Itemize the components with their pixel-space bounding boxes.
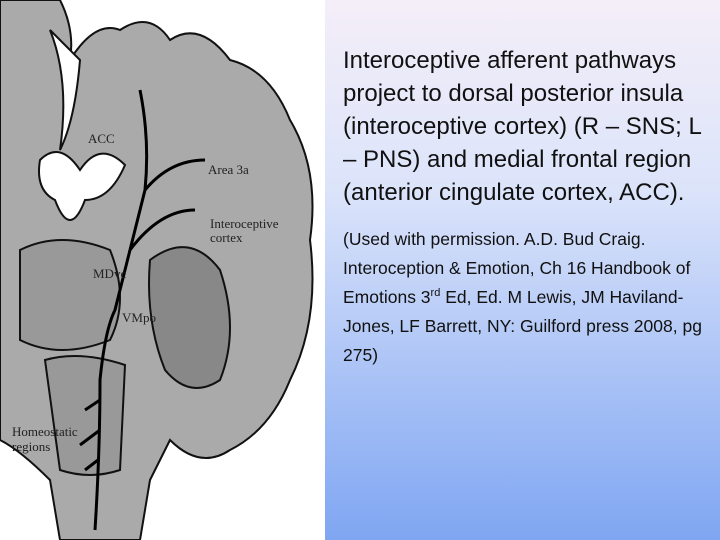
label: Homeostatic [12,424,78,439]
label: MDvc [93,266,126,281]
label: regions [12,439,50,454]
pathway-branch [79,398,101,472]
label: ACC [88,131,115,146]
main-text: Interoceptive afferent pathways project … [343,47,701,206]
sulcus [49,29,82,151]
citation-text: Ed, Ed. M Lewis, JM Haviland-Jones, LF B… [343,287,702,365]
pathway [93,89,206,531]
label: cortex [210,230,243,245]
citation-text: (Used with permission. A.D. Bud Craig. I… [343,229,691,307]
insula [148,246,231,389]
text-column: Interoceptive afferent pathways project … [343,44,713,370]
label: VMpo [122,310,156,325]
superscript: rd [430,287,441,300]
thalamus [19,239,121,351]
ventricle [38,151,127,221]
label: Interoceptive [210,216,279,231]
citation: (Used with permission. A.D. Bud Craig. I… [343,225,713,370]
brain-figure: ACC Area 3a Interoceptive cortex MDvc VM… [0,0,325,540]
label: Area 3a [208,162,249,177]
brainstem [43,355,127,476]
